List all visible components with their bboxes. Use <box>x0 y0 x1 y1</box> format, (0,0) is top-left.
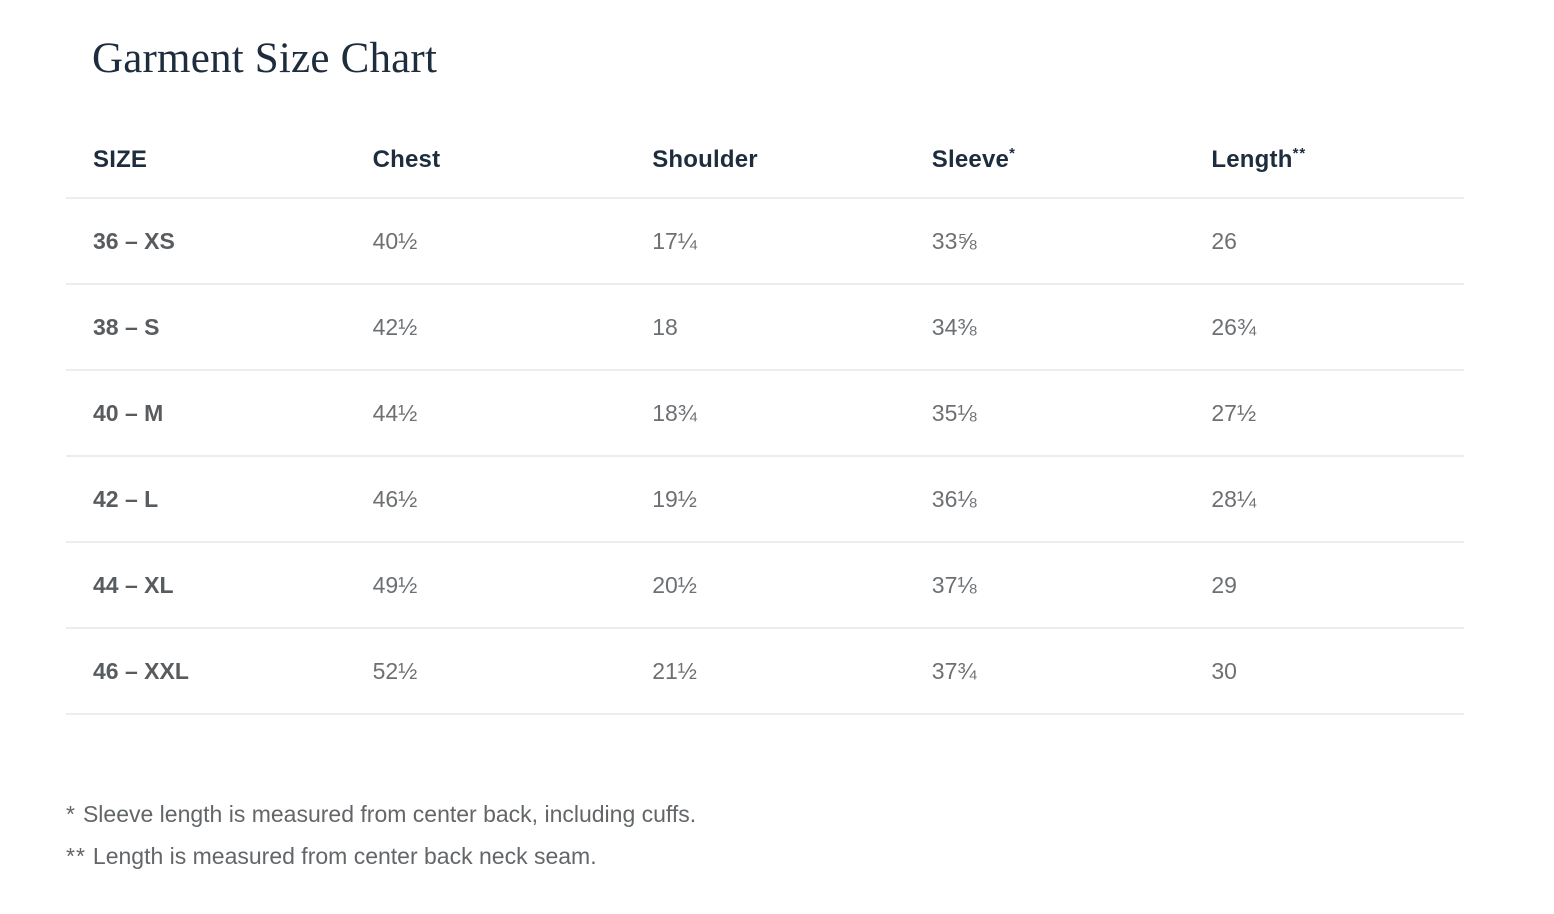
chest-cell: 52½ <box>345 628 626 715</box>
shoulder-cell: 19½ <box>625 456 905 543</box>
sleeve-cell: 37¾ <box>904 628 1185 715</box>
length-cell: 29 <box>1184 542 1464 629</box>
length-cell: 27½ <box>1184 370 1464 457</box>
table-row: 46 – XXL 52½ 21½ 37¾ 30 <box>66 628 1464 715</box>
page-title: Garment Size Chart <box>92 35 438 82</box>
chest-cell: 40½ <box>345 198 626 285</box>
size-cell: 38 – S <box>66 284 346 371</box>
footnote-length: ** Length is measured from center back n… <box>66 842 696 871</box>
sleeve-cell: 33⅝ <box>904 198 1185 285</box>
length-cell: 26¾ <box>1184 284 1464 371</box>
length-cell: 30 <box>1184 628 1464 715</box>
table-row: 36 – XS 40½ 17¼ 33⅝ 26 <box>66 198 1464 285</box>
chest-cell: 49½ <box>345 542 626 629</box>
column-header-shoulder: Shoulder <box>625 122 905 199</box>
shoulder-cell: 18¾ <box>625 370 905 457</box>
footnotes: * Sleeve length is measured from center … <box>66 800 696 884</box>
shoulder-cell: 21½ <box>625 628 905 715</box>
table-row: 42 – L 46½ 19½ 36⅛ 28¼ <box>66 456 1464 543</box>
footnote-text: Length is measured from center back neck… <box>92 843 597 869</box>
column-header-sleeve: Sleeve* <box>904 122 1185 199</box>
asterisk-marker: * <box>66 801 76 827</box>
asterisk-marker: ** <box>66 843 86 869</box>
footnote-sleeve: * Sleeve length is measured from center … <box>66 800 696 829</box>
column-header-size: SIZE <box>66 122 346 199</box>
column-header-chest: Chest <box>345 122 626 199</box>
size-cell: 40 – M <box>66 370 346 457</box>
sleeve-cell: 36⅛ <box>904 456 1185 543</box>
table-row: 40 – M 44½ 18¾ 35⅛ 27½ <box>66 370 1464 457</box>
chest-cell: 44½ <box>345 370 626 457</box>
size-chart-table: SIZE Chest Shoulder Sleeve* Length** 36 … <box>66 122 1464 715</box>
chest-cell: 46½ <box>345 456 626 543</box>
chest-cell: 42½ <box>345 284 626 371</box>
table-row: 38 – S 42½ 18 34⅜ 26¾ <box>66 284 1464 371</box>
length-cell: 26 <box>1184 198 1464 285</box>
size-cell: 46 – XXL <box>66 628 346 715</box>
footnote-ref-icon: ** <box>1292 144 1307 162</box>
shoulder-cell: 20½ <box>625 542 905 629</box>
footnote-text: Sleeve length is measured from center ba… <box>82 801 697 827</box>
header-row: SIZE Chest Shoulder Sleeve* Length** <box>66 122 1464 199</box>
shoulder-cell: 18 <box>625 284 905 371</box>
footnote-ref-icon: * <box>1009 144 1016 162</box>
size-cell: 36 – XS <box>66 198 346 285</box>
sleeve-cell: 34⅜ <box>904 284 1185 371</box>
table-row: 44 – XL 49½ 20½ 37⅛ 29 <box>66 542 1464 629</box>
shoulder-cell: 17¼ <box>625 198 905 285</box>
length-cell: 28¼ <box>1184 456 1464 543</box>
sleeve-cell: 35⅛ <box>904 370 1185 457</box>
size-cell: 42 – L <box>66 456 346 543</box>
size-cell: 44 – XL <box>66 542 346 629</box>
column-header-length: Length** <box>1184 122 1464 199</box>
sleeve-cell: 37⅛ <box>904 542 1185 629</box>
